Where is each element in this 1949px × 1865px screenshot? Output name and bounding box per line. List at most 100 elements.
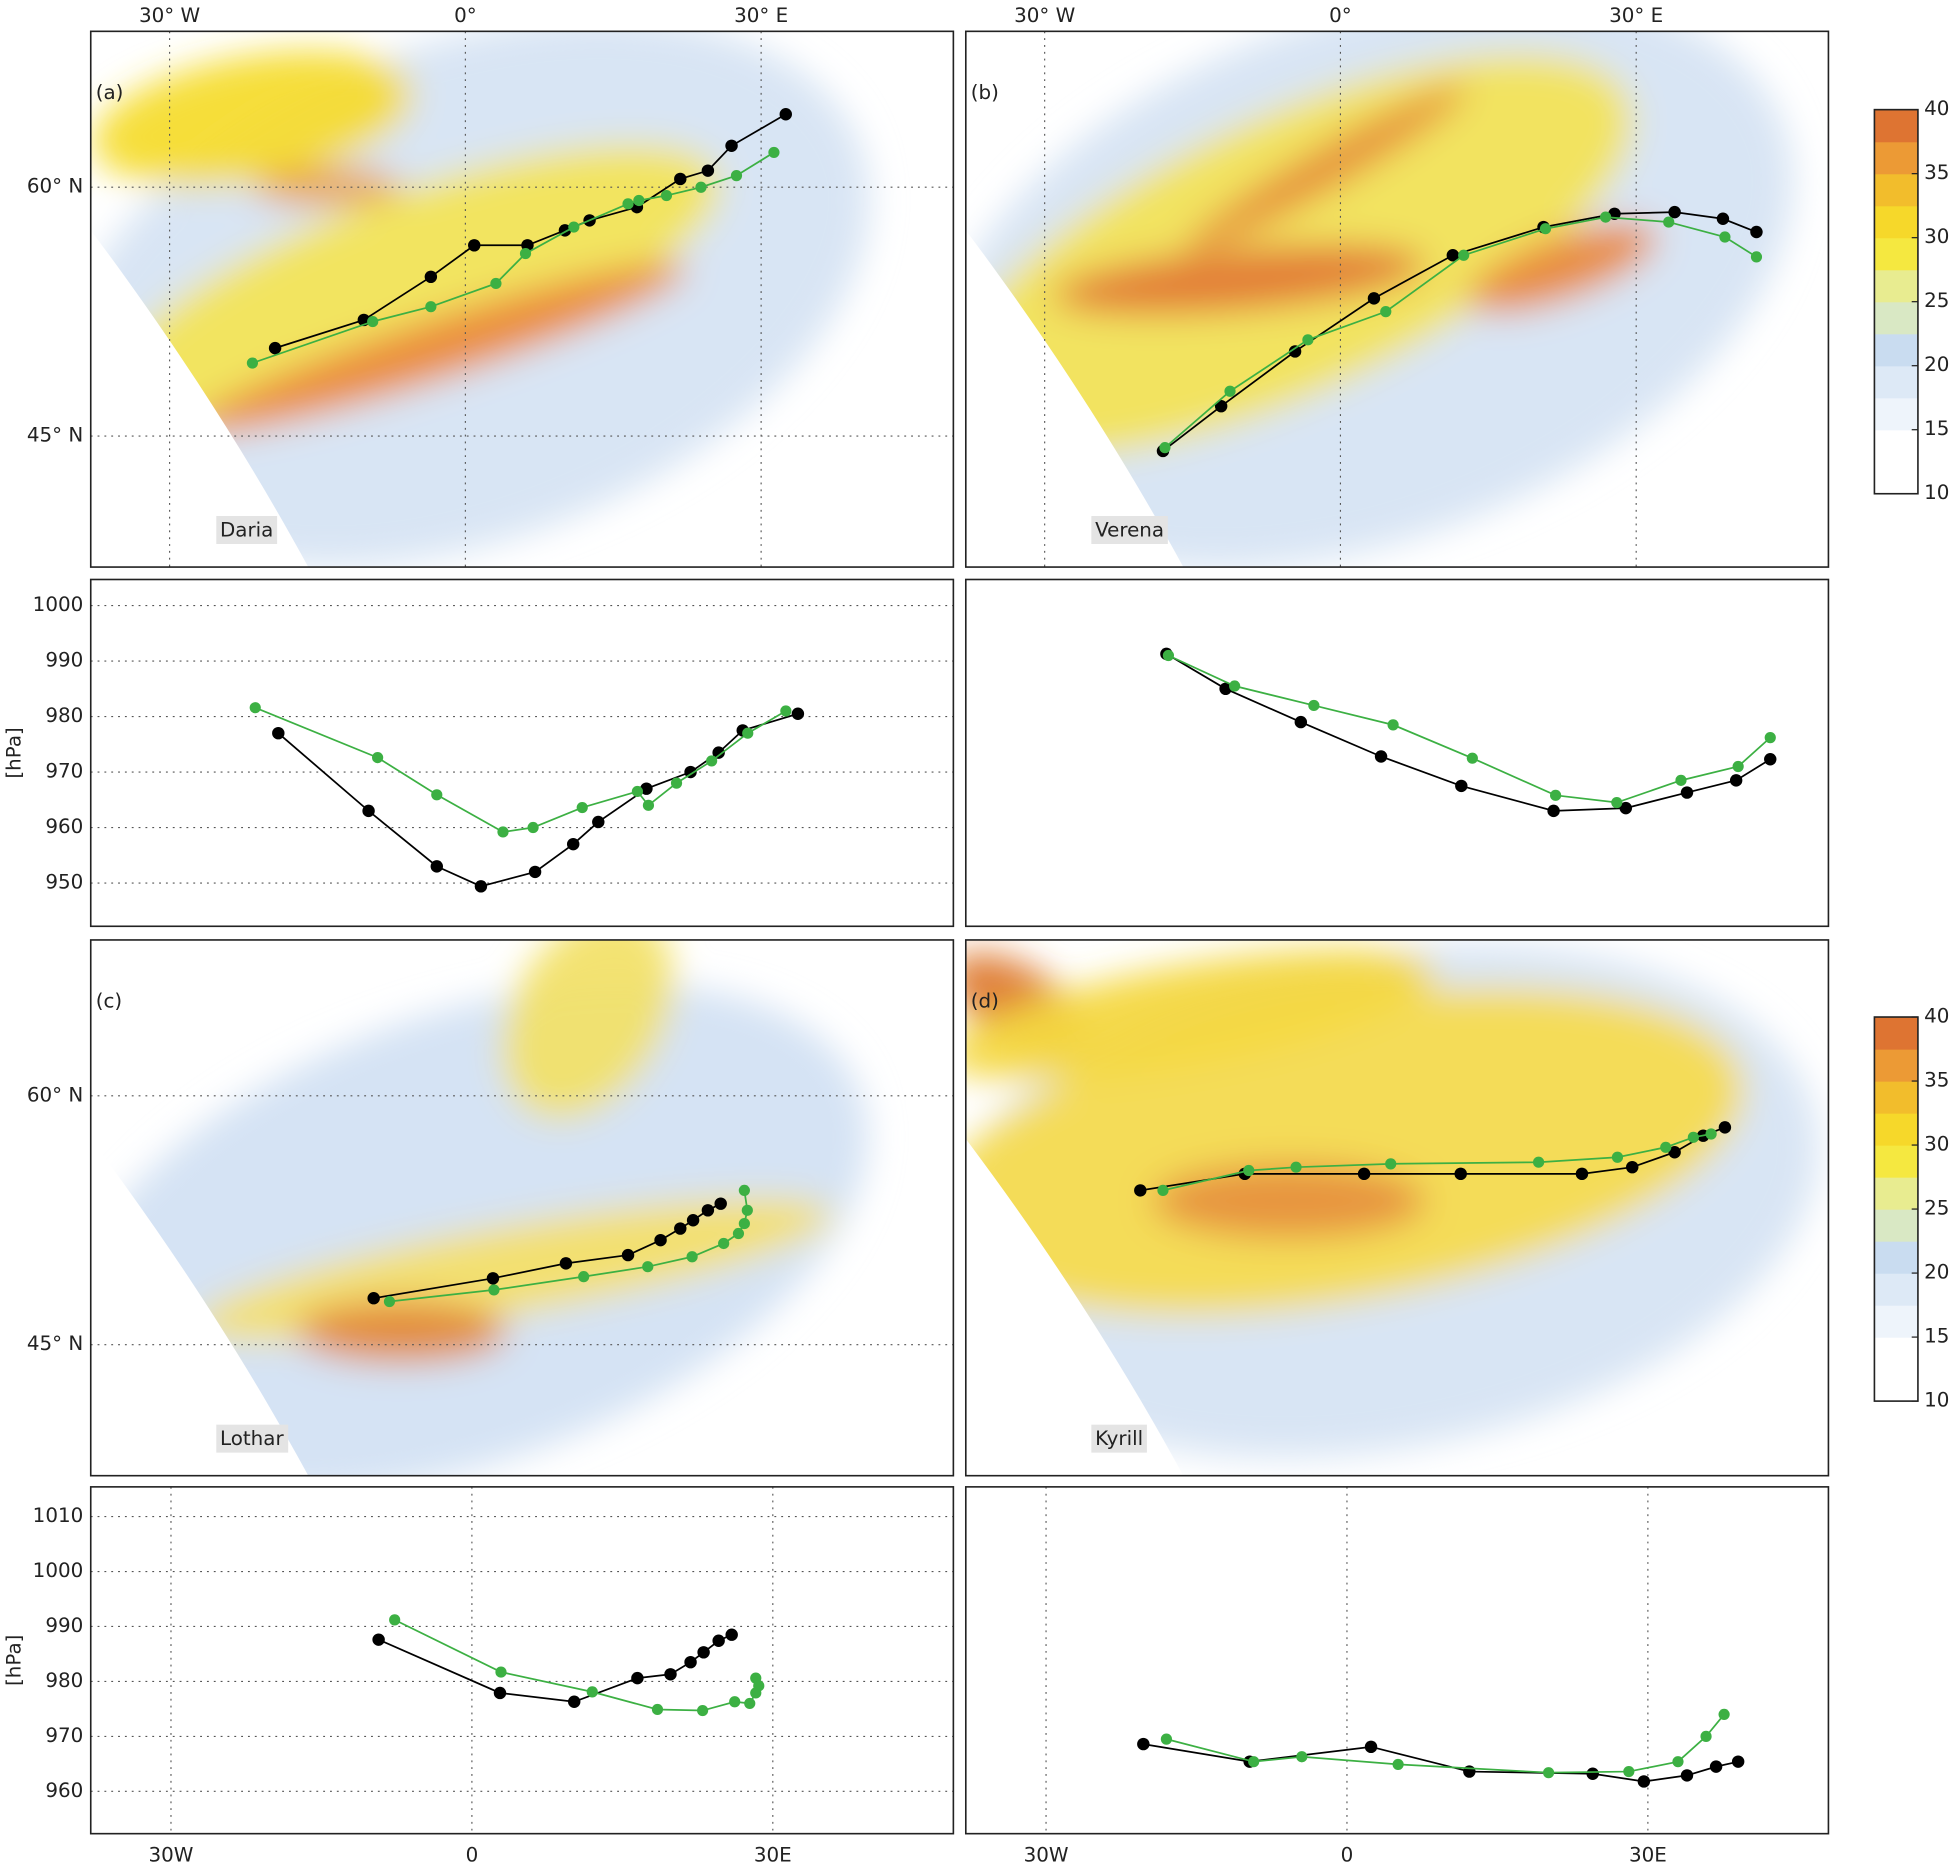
- pressure-point: [697, 1646, 710, 1659]
- pressure-frame: [964, 1486, 1830, 1835]
- y-axis-label: [hPa]: [2, 1635, 25, 1686]
- wind-shade: [252, 168, 402, 206]
- pressure-point: [1308, 699, 1320, 712]
- pressure-point: [362, 804, 375, 818]
- pressure-point: [684, 1655, 697, 1669]
- x-tick-label: 0: [466, 1844, 479, 1865]
- pressure-point: [1550, 789, 1562, 801]
- pressure-point: [527, 821, 539, 834]
- pressure-point: [744, 1697, 756, 1710]
- wind-shade: [1468, 222, 1657, 313]
- track-point: [730, 170, 743, 182]
- storm-name: Lothar: [220, 1427, 284, 1450]
- track-point: [559, 1257, 573, 1270]
- pressure-line: [254, 706, 787, 833]
- pressure-frame: [964, 578, 1830, 928]
- track-point: [1159, 442, 1171, 454]
- color-band: [1874, 461, 1918, 495]
- x-tick-label: 30E: [1629, 1844, 1667, 1865]
- track-point: [621, 1248, 635, 1262]
- color-band: [1874, 1177, 1918, 1210]
- panel-label: (a): [96, 81, 124, 104]
- pressure-frame: [89, 1486, 955, 1835]
- colorbar-tick-label: 25: [1924, 289, 1949, 312]
- pressure-point: [1392, 1758, 1404, 1771]
- color-band: [1874, 1209, 1918, 1242]
- storm-name-box: [1091, 516, 1168, 545]
- y-tick-label: 1000: [33, 1559, 84, 1582]
- wind-field-blur: [965, 944, 1819, 1458]
- track-point: [701, 1204, 715, 1217]
- color-band: [1874, 1369, 1918, 1402]
- y-tick-label: 60° N: [27, 175, 83, 198]
- wind-shade: [190, 262, 688, 434]
- x-tick-label: 30E: [754, 1844, 792, 1865]
- colorbar-tick-label: 40: [1924, 1005, 1949, 1028]
- pressure-point: [474, 880, 488, 893]
- colorbar-tick-label: 25: [1924, 1197, 1949, 1220]
- track-point: [486, 1272, 500, 1285]
- colorbar-tick-label: 35: [1924, 1069, 1949, 1092]
- color-band: [1874, 141, 1918, 175]
- pressure-point: [1764, 753, 1777, 766]
- track-point: [1385, 1158, 1397, 1170]
- pressure-point: [1364, 1740, 1378, 1754]
- pressure-point: [1675, 774, 1687, 786]
- color-band: [1874, 109, 1918, 143]
- pressure-point: [493, 1686, 507, 1700]
- pressure-line: [1168, 654, 1771, 804]
- wind-field: [90, 31, 870, 568]
- track-point: [714, 1197, 727, 1210]
- track-point: [424, 270, 438, 284]
- pressure-point: [272, 726, 285, 740]
- colorbar-tick-label: 35: [1924, 161, 1949, 184]
- track-line: [252, 151, 775, 364]
- pressure-point: [1162, 649, 1175, 662]
- pressure-point: [586, 1686, 598, 1698]
- pressure-point: [430, 860, 444, 873]
- storm-name: Daria: [220, 519, 273, 542]
- color-band: [1874, 1337, 1918, 1370]
- track-point: [1705, 1128, 1717, 1140]
- pressure-point: [1729, 774, 1743, 787]
- pressure-point: [1731, 1755, 1745, 1768]
- track-point: [633, 194, 645, 207]
- track-point: [1750, 225, 1763, 239]
- pressure-point: [1374, 750, 1388, 763]
- pressure-point: [1611, 796, 1623, 809]
- pressure-point: [1248, 1756, 1260, 1768]
- color-band: [1874, 173, 1918, 207]
- track-point: [1224, 385, 1236, 397]
- y-tick-label: 950: [45, 871, 83, 894]
- track-point: [1660, 1141, 1672, 1153]
- pressure-point: [1466, 752, 1478, 764]
- x-tick-label: 30° E: [734, 4, 788, 27]
- track-point: [674, 172, 687, 186]
- x-tick-label: 30W: [149, 1844, 194, 1865]
- track-point: [718, 1237, 730, 1250]
- pressure-point: [750, 1672, 762, 1684]
- track-point: [654, 1233, 667, 1247]
- track-point: [1290, 1161, 1302, 1173]
- x-tick-label: 0: [1341, 1844, 1354, 1865]
- pressure-point: [576, 801, 588, 814]
- track-point: [1718, 1121, 1732, 1134]
- panel-label: (d): [971, 990, 999, 1013]
- colorbar-tick-label: 10: [1924, 481, 1949, 504]
- pressure-point: [1219, 682, 1232, 696]
- pressure-point: [1160, 1733, 1173, 1745]
- pressure-background: [965, 1486, 1829, 1834]
- track-line: [1162, 211, 1757, 452]
- pressure-point: [642, 799, 655, 811]
- track-point: [1600, 211, 1612, 223]
- pressure-point: [1680, 786, 1694, 799]
- track-line: [1164, 216, 1757, 449]
- pressure-point: [1764, 732, 1776, 744]
- track-point: [1719, 231, 1731, 243]
- pressure-point: [249, 702, 261, 714]
- pressure-point: [1455, 779, 1468, 793]
- y-tick-label: 960: [45, 1779, 83, 1802]
- y-tick-label: 960: [45, 815, 83, 838]
- y-tick-label: 980: [45, 704, 83, 727]
